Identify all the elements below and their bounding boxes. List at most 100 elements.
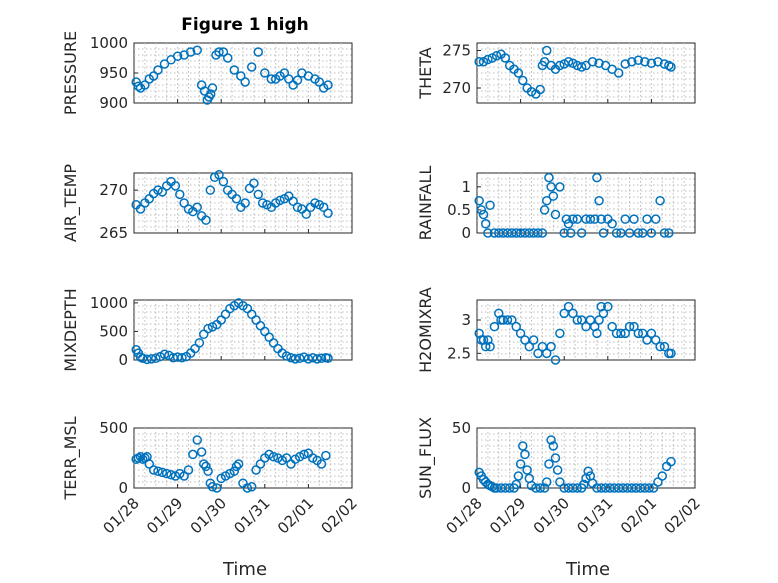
data-point — [153, 466, 163, 476]
data-point — [229, 65, 240, 75]
data-point — [576, 228, 587, 238]
data-point — [292, 75, 303, 85]
data-point — [474, 57, 484, 67]
data-point — [624, 321, 635, 332]
data-point — [555, 60, 565, 71]
data-point — [603, 301, 613, 312]
data-point — [205, 185, 216, 195]
data-point — [659, 228, 670, 238]
data-point — [179, 198, 189, 208]
data-point — [561, 214, 572, 224]
data-point — [607, 219, 617, 229]
theta-panel: 270 275 THETA — [416, 42, 696, 104]
data-point — [231, 193, 242, 204]
data-point — [133, 81, 144, 91]
data-point — [655, 195, 665, 206]
data-point — [544, 172, 554, 183]
data-point — [146, 354, 157, 364]
data-point — [579, 479, 589, 490]
data-point — [212, 483, 222, 493]
data-point — [563, 301, 574, 312]
data-point — [476, 205, 487, 215]
x-tick-label: 01/28 — [443, 494, 486, 537]
data-point — [592, 328, 602, 339]
data-point — [157, 467, 168, 478]
data-point — [594, 195, 604, 206]
data-point — [550, 209, 561, 220]
data-point — [242, 483, 253, 493]
data-point — [260, 68, 270, 78]
data-point — [253, 47, 264, 57]
y-tick-label: 50 — [452, 419, 471, 437]
data-point — [644, 483, 654, 493]
data-point — [491, 51, 502, 61]
data-point — [308, 352, 318, 363]
data-point — [233, 459, 244, 469]
data-point — [646, 228, 657, 238]
x-tick-label: 02/01 — [274, 494, 317, 537]
data-point — [229, 466, 240, 476]
x-tick-label: 01/29 — [486, 494, 529, 537]
data-point — [546, 341, 556, 352]
data-point — [166, 470, 176, 480]
data-point — [489, 321, 500, 332]
data-point — [633, 55, 644, 65]
data-point — [316, 459, 327, 469]
x-axis-label-right: Time — [565, 559, 610, 580]
data-point — [268, 452, 279, 462]
data-point — [507, 315, 517, 325]
data-point — [633, 228, 644, 238]
data-point — [310, 198, 320, 208]
data-point — [207, 83, 218, 93]
y-tick-label: 265 — [99, 224, 128, 242]
data-point — [185, 47, 196, 57]
data-point — [596, 214, 607, 224]
y-tick-label: 1000 — [90, 294, 128, 312]
data-point — [550, 453, 561, 463]
data-point — [587, 57, 598, 67]
data-point — [240, 198, 250, 208]
y-tick-label: 1 — [461, 178, 471, 196]
y-tick-label: 0 — [118, 351, 128, 369]
y-tick-label: 0 — [461, 224, 471, 242]
y-tick-label: 3 — [461, 311, 471, 329]
data-point — [284, 74, 294, 84]
y-axis-label: TERR_MSL — [61, 416, 81, 500]
data-point — [172, 51, 183, 61]
data-point — [620, 328, 630, 339]
data-point — [535, 84, 545, 95]
data-point — [640, 57, 650, 67]
data-point — [651, 214, 661, 224]
y-axis-label: PRESSURE — [61, 31, 80, 115]
data-point — [559, 228, 569, 238]
data-point — [664, 228, 674, 238]
data-point — [299, 352, 309, 362]
y-axis-label: MIXDEPTH — [61, 288, 80, 371]
data-point — [576, 62, 587, 72]
x-tick-label: 01/29 — [143, 494, 186, 537]
data-point — [281, 453, 292, 463]
y-tick-label: 0 — [118, 479, 128, 497]
data-point — [666, 62, 676, 72]
data-point — [646, 328, 657, 339]
data-point — [483, 54, 493, 65]
data-point — [253, 189, 264, 200]
data-point — [555, 328, 565, 339]
data-point — [651, 335, 661, 345]
data-point — [321, 450, 331, 461]
x-tick-label: 02/01 — [617, 494, 660, 537]
data-point — [159, 59, 170, 69]
data-point — [657, 471, 668, 481]
data-point — [135, 452, 146, 462]
data-point — [251, 465, 261, 475]
data-point — [598, 228, 609, 238]
data-point — [515, 328, 526, 339]
data-point — [546, 435, 556, 445]
data-point — [188, 449, 198, 460]
data-point — [655, 341, 665, 352]
y-tick-label: 2.5 — [447, 344, 471, 362]
data-point — [323, 353, 333, 364]
data-point — [161, 468, 172, 479]
data-point — [301, 209, 311, 219]
data-point — [199, 459, 209, 469]
